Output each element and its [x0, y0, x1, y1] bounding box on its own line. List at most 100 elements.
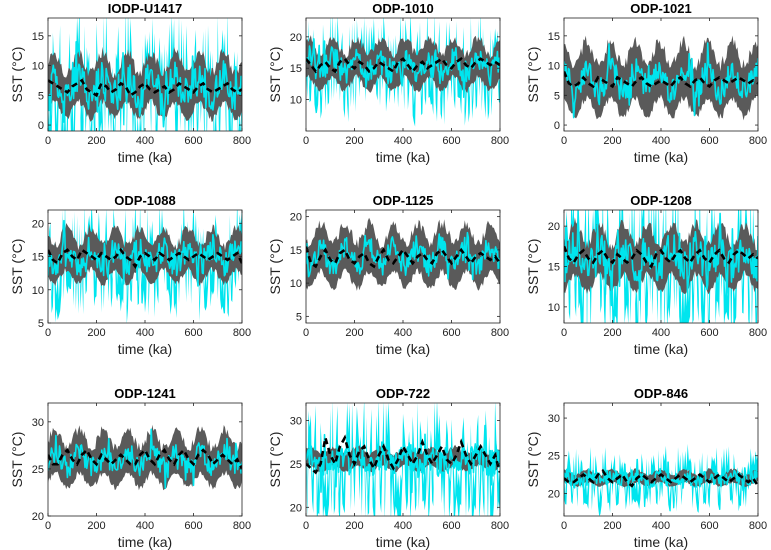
x-axis-label: time (ka)	[118, 341, 172, 357]
y-tick-label: 10	[32, 285, 44, 297]
mean-sst-line	[306, 246, 500, 269]
subplot-title: ODP-1088	[114, 193, 175, 208]
y-axis-label: SST (°C)	[267, 47, 283, 103]
x-tick-label: 200	[345, 135, 363, 147]
y-axis-label: SST (°C)	[9, 432, 25, 488]
y-tick-label: 10	[548, 302, 560, 314]
x-tick-label: 200	[87, 327, 105, 339]
subplot-title: ODP-1241	[114, 386, 175, 401]
x-tick-label: 800	[233, 327, 251, 339]
x-tick-label: 200	[603, 135, 621, 147]
x-tick-label: 400	[394, 327, 412, 339]
ensemble-lines	[48, 41, 242, 128]
x-tick-label: 800	[491, 135, 509, 147]
subplot-title: IODP-U1417	[108, 1, 182, 16]
x-tick-label: 400	[652, 520, 670, 532]
y-tick-label: 0	[38, 120, 44, 132]
x-tick-label: 400	[136, 520, 154, 532]
x-tick-label: 600	[700, 327, 718, 339]
y-tick-label: 20	[548, 221, 560, 233]
x-tick-label: 600	[700, 135, 718, 147]
subplot-title: ODP-1125	[373, 193, 434, 208]
x-tick-label: 0	[561, 520, 567, 532]
y-tick-label: 10	[548, 61, 560, 73]
y-axis-label: SST (°C)	[9, 47, 25, 103]
y-tick-label: 10	[290, 278, 302, 290]
x-tick-label: 0	[45, 327, 51, 339]
mean-sst-line	[48, 78, 242, 98]
y-axis-label: SST (°C)	[525, 239, 541, 295]
x-axis-label: time (ka)	[634, 149, 688, 165]
subplot: 0 200 400 600 800 0 5 10 15 ODP-1021 time (ka) SST …	[525, 1, 767, 165]
subplot: 0 200 400 600 800 20 25 30 ODP-722 time (ka) SST (…	[267, 386, 509, 550]
subplot: 0 200 400 600 800 5 10 15 20 ODP-1125 time (ka) SST…	[267, 193, 509, 357]
x-tick-label: 0	[303, 327, 309, 339]
x-tick-label: 400	[394, 135, 412, 147]
plot-area	[48, 18, 242, 131]
y-tick-label: 5	[38, 318, 44, 330]
x-tick-label: 0	[45, 520, 51, 532]
plot-area	[48, 210, 242, 323]
subplot-title: ODP-846	[634, 386, 688, 401]
x-tick-label: 200	[603, 327, 621, 339]
ensemble-member	[48, 41, 242, 128]
y-tick-label: 25	[548, 451, 560, 463]
x-tick-label: 0	[303, 135, 309, 147]
x-tick-label: 0	[561, 135, 567, 147]
subplot: 0 200 400 600 800 10 15 20 ODP-1010 time (ka) SST …	[267, 1, 509, 165]
ensemble-lines	[48, 428, 242, 489]
x-tick-label: 800	[491, 520, 509, 532]
x-axis-label: time (ka)	[118, 534, 172, 550]
y-tick-label: 15	[32, 252, 44, 264]
mean-sst-line	[564, 245, 758, 269]
x-tick-label: 600	[184, 520, 202, 532]
x-axis-label: time (ka)	[376, 149, 430, 165]
plot-area	[564, 443, 758, 516]
x-tick-label: 0	[303, 520, 309, 532]
subplot-title: ODP-1010	[372, 1, 433, 16]
x-tick-label: 600	[442, 327, 460, 339]
ensemble-member	[306, 231, 500, 281]
x-axis-label: time (ka)	[376, 534, 430, 550]
subplot-title: ODP-1208	[630, 193, 691, 208]
x-axis-label: time (ka)	[118, 149, 172, 165]
mean-sst-line	[48, 247, 242, 270]
x-tick-label: 200	[603, 520, 621, 532]
x-tick-label: 400	[136, 135, 154, 147]
y-tick-label: 5	[296, 311, 302, 323]
x-tick-label: 600	[184, 135, 202, 147]
x-tick-label: 600	[700, 520, 718, 532]
y-axis-label: SST (°C)	[267, 432, 283, 488]
subplot-title: ODP-722	[376, 386, 430, 401]
x-tick-label: 200	[87, 135, 105, 147]
ensemble-lines	[48, 219, 242, 287]
y-tick-label: 30	[548, 413, 560, 425]
y-tick-label: 15	[290, 245, 302, 257]
y-axis-label: SST (°C)	[9, 239, 25, 295]
x-tick-label: 800	[749, 520, 767, 532]
y-tick-label: 5	[38, 90, 44, 102]
y-axis-label: SST (°C)	[525, 432, 541, 488]
x-tick-label: 400	[652, 135, 670, 147]
y-tick-label: 20	[290, 32, 302, 44]
y-tick-label: 20	[32, 511, 44, 523]
y-tick-label: 0	[554, 120, 560, 132]
x-tick-label: 400	[652, 327, 670, 339]
mean-sst-line	[564, 71, 758, 89]
x-tick-label: 400	[136, 327, 154, 339]
ensemble-lines	[306, 231, 500, 281]
y-tick-label: 10	[290, 95, 302, 107]
subplot: 0 200 400 600 800 20 25 30 ODP-1241 time (ka) SST …	[9, 386, 251, 550]
y-tick-label: 25	[290, 459, 302, 471]
x-tick-label: 200	[87, 520, 105, 532]
subplot: 0 200 400 600 800 5 10 15 20 ODP-1088 time (ka) SST…	[9, 193, 251, 357]
y-tick-label: 15	[32, 31, 44, 43]
y-tick-label: 15	[290, 63, 302, 75]
x-axis-label: time (ka)	[376, 341, 430, 357]
subplot-title: ODP-1021	[630, 1, 691, 16]
y-tick-label: 25	[32, 464, 44, 476]
plot-area	[306, 18, 500, 127]
uncertainty-envelope	[48, 424, 242, 491]
x-tick-label: 600	[442, 520, 460, 532]
